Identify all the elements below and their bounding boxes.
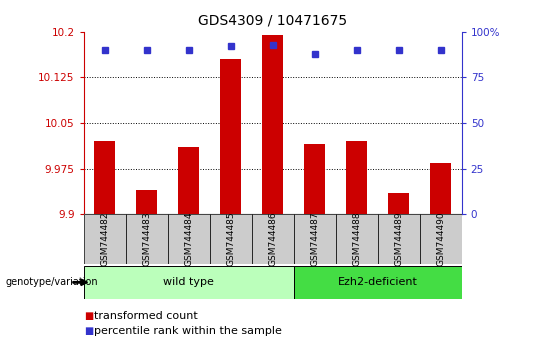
Text: Ezh2-deficient: Ezh2-deficient xyxy=(338,277,417,287)
Title: GDS4309 / 10471675: GDS4309 / 10471675 xyxy=(198,14,347,28)
Bar xyxy=(94,141,115,214)
Bar xyxy=(294,266,462,299)
Text: GSM744483: GSM744483 xyxy=(142,212,151,266)
Text: wild type: wild type xyxy=(163,277,214,287)
Bar xyxy=(84,214,126,264)
Bar xyxy=(178,147,199,214)
Text: ■: ■ xyxy=(84,326,93,336)
Bar xyxy=(377,214,420,264)
Bar xyxy=(136,190,157,214)
Bar xyxy=(168,214,210,264)
Bar xyxy=(220,59,241,214)
Bar xyxy=(262,35,283,214)
Text: percentile rank within the sample: percentile rank within the sample xyxy=(94,326,282,336)
Bar xyxy=(304,144,325,214)
Text: GSM744487: GSM744487 xyxy=(310,212,319,266)
Bar xyxy=(294,214,336,264)
Text: GSM744485: GSM744485 xyxy=(226,212,235,266)
Text: GSM744489: GSM744489 xyxy=(394,212,403,266)
Text: GSM744484: GSM744484 xyxy=(184,212,193,266)
Text: GSM744490: GSM744490 xyxy=(436,212,445,266)
Bar xyxy=(346,141,367,214)
Text: genotype/variation: genotype/variation xyxy=(5,277,98,287)
Bar xyxy=(252,214,294,264)
Text: GSM744486: GSM744486 xyxy=(268,212,277,266)
Text: transformed count: transformed count xyxy=(94,311,198,321)
Bar xyxy=(210,214,252,264)
Text: ■: ■ xyxy=(84,311,93,321)
Text: GSM744488: GSM744488 xyxy=(352,212,361,266)
Bar xyxy=(336,214,377,264)
Bar xyxy=(388,193,409,214)
Bar xyxy=(84,266,294,299)
Text: GSM744482: GSM744482 xyxy=(100,212,109,266)
Bar xyxy=(126,214,168,264)
Bar xyxy=(430,162,451,214)
Bar xyxy=(420,214,462,264)
